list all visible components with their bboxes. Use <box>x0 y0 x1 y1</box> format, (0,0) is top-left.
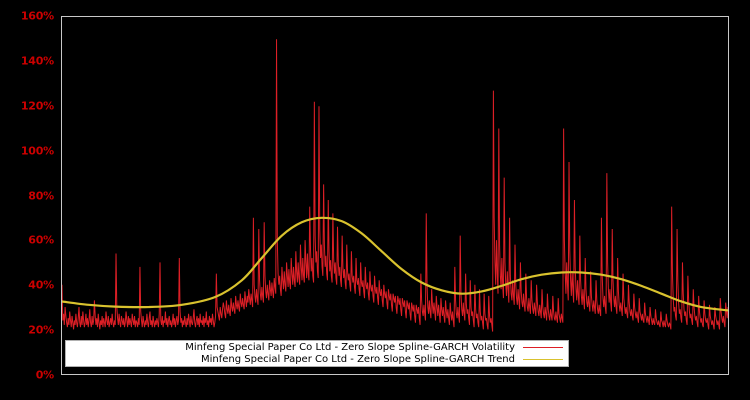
plot-area <box>61 16 729 375</box>
y-tick-label: 120% <box>20 99 54 113</box>
y-tick-label: 160% <box>20 9 54 23</box>
legend-swatch-trend <box>523 359 563 360</box>
legend-label-trend: Minfeng Special Paper Co Ltd - Zero Slop… <box>201 354 515 365</box>
y-tick-label: 100% <box>20 144 54 158</box>
y-axis: 160% 140% 120% 100% 80% 60% 40% 20% 0% <box>0 0 61 400</box>
legend-entry-volatility: Minfeng Special Paper Co Ltd - Zero Slop… <box>66 342 568 354</box>
chart-plot-svg <box>62 39 728 332</box>
y-tick-label: 60% <box>28 233 54 247</box>
chart-legend: Minfeng Special Paper Co Ltd - Zero Slop… <box>65 340 569 367</box>
legend-entry-trend: Minfeng Special Paper Co Ltd - Zero Slop… <box>66 354 568 366</box>
trend-series-line <box>62 216 728 312</box>
legend-label-volatility: Minfeng Special Paper Co Ltd - Zero Slop… <box>185 342 515 353</box>
y-tick-label: 20% <box>28 323 54 337</box>
y-tick-label: 80% <box>28 189 54 202</box>
y-tick-label: 40% <box>28 278 54 292</box>
y-tick-label: 0% <box>35 368 54 382</box>
y-tick-label: 140% <box>20 54 54 68</box>
volatility-series-line <box>62 39 728 332</box>
legend-swatch-volatility <box>523 347 563 348</box>
